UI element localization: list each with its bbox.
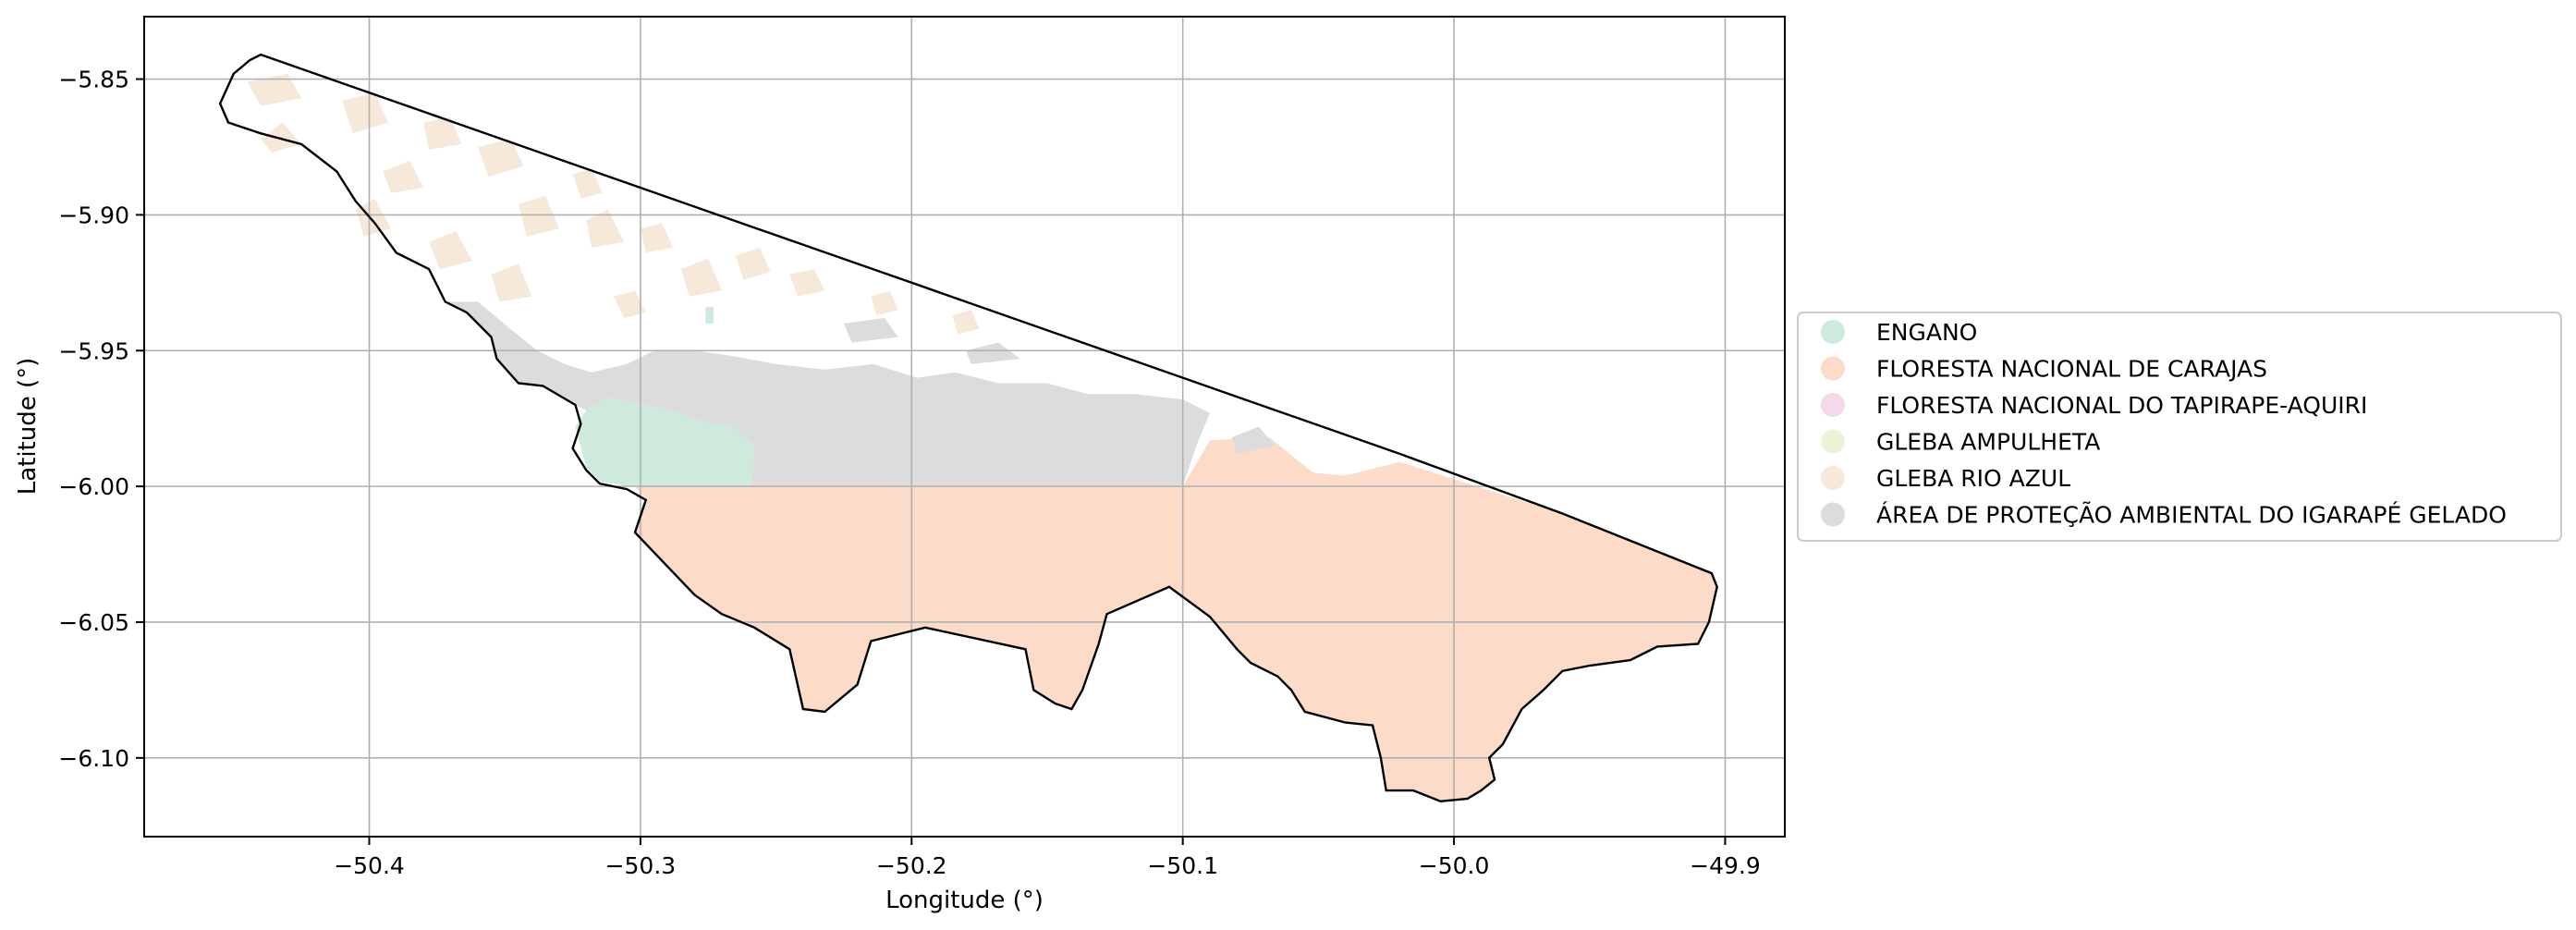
x-axis-label: Longitude (°) bbox=[885, 887, 1044, 914]
region-polygon bbox=[640, 223, 674, 253]
y-axis-label: Latitude (°) bbox=[14, 358, 42, 496]
region-area-de-protecao-ambiental-do-igarape-gelado bbox=[445, 301, 1276, 487]
legend-marker bbox=[1821, 393, 1845, 417]
region-polygon bbox=[247, 73, 302, 106]
legend-marker bbox=[1821, 429, 1845, 454]
region-polygon bbox=[705, 307, 714, 324]
y-tick-label: −6.00 bbox=[58, 473, 129, 500]
x-tick-label: −49.9 bbox=[1690, 852, 1761, 879]
region-polygon bbox=[518, 195, 559, 237]
x-axis-ticks: −50.4 −50.3 −50.2 −50.1 −50.0 −49.9 bbox=[334, 837, 1761, 879]
legend-item-floresta-nacional-do-tapirape-aquiri: FLORESTA NACIONAL DO TAPIRAPE-AQUIRI bbox=[1821, 392, 2367, 419]
x-tick-label: −50.3 bbox=[605, 852, 677, 879]
x-tick-label: −50.2 bbox=[876, 852, 947, 879]
legend-label: FLORESTA NACIONAL DO TAPIRAPE-AQUIRI bbox=[1876, 392, 2367, 419]
legend-item-engano: ENGANO bbox=[1821, 319, 1977, 346]
region-polygon bbox=[429, 231, 472, 270]
region-polygon bbox=[423, 116, 462, 150]
region-polygon bbox=[871, 290, 898, 316]
region-layer bbox=[247, 73, 1717, 802]
y-tick-label: −6.10 bbox=[58, 745, 129, 772]
legend-label: ÁREA DE PROTEÇÃO AMBIENTAL DO IGARAPÉ GE… bbox=[1876, 501, 2507, 529]
region-polygon bbox=[491, 263, 532, 302]
y-axis-ticks: −5.85 −5.90 −5.95 −6.00 −6.05 −6.10 bbox=[58, 67, 144, 772]
legend-item-gleba-ampulheta: GLEBA AMPULHETA bbox=[1821, 429, 2100, 456]
region-polygon bbox=[575, 397, 755, 487]
region-polygon bbox=[383, 160, 424, 193]
legend-item-floresta-nacional-de-carajas: FLORESTA NACIONAL DE CARAJAS bbox=[1821, 356, 2267, 383]
region-floresta-nacional-de-carajas bbox=[635, 437, 1717, 802]
y-tick-label: −6.05 bbox=[58, 609, 129, 636]
legend-marker bbox=[1821, 320, 1845, 344]
region-polygon bbox=[952, 310, 980, 335]
legend-marker bbox=[1821, 502, 1845, 527]
legend-item-area-de-protecao-ambiental-do-igarape-gelado: ÁREA DE PROTEÇÃO AMBIENTAL DO IGARAPÉ GE… bbox=[1821, 501, 2507, 529]
region-polygon bbox=[572, 168, 603, 199]
region-polygon bbox=[966, 342, 1020, 364]
region-polygon bbox=[355, 198, 391, 237]
region-polygon bbox=[445, 301, 1210, 487]
grid-lines bbox=[144, 17, 1785, 837]
region-gleba-rio-azul bbox=[247, 73, 980, 335]
legend-label: ENGANO bbox=[1876, 319, 1977, 346]
legend-marker bbox=[1821, 466, 1845, 490]
y-tick-label: −5.90 bbox=[58, 202, 129, 228]
x-tick-label: −50.1 bbox=[1147, 852, 1218, 879]
region-polygon bbox=[342, 92, 388, 134]
region-polygon bbox=[843, 318, 898, 343]
legend-frame bbox=[1797, 312, 2562, 542]
x-tick-label: −50.0 bbox=[1419, 852, 1490, 879]
region-polygon bbox=[789, 269, 825, 297]
region-polygon bbox=[613, 290, 646, 318]
x-tick-label: −50.4 bbox=[334, 852, 405, 879]
region-polygon bbox=[261, 122, 302, 153]
y-tick-label: −5.85 bbox=[58, 67, 129, 93]
region-polygon bbox=[735, 247, 771, 280]
region-polygon bbox=[680, 258, 722, 297]
region-polygon bbox=[635, 437, 1717, 802]
legend-label: FLORESTA NACIONAL DE CARAJAS bbox=[1876, 356, 2267, 383]
region-polygon bbox=[477, 139, 524, 177]
region-polygon bbox=[586, 209, 625, 248]
legend: ENGANO FLORESTA NACIONAL DE CARAJAS FLORES… bbox=[1797, 312, 2562, 542]
region-engano bbox=[575, 307, 755, 487]
legend-label: GLEBA RIO AZUL bbox=[1876, 465, 2070, 492]
region-polygon bbox=[1231, 426, 1276, 454]
legend-item-gleba-rio-azul: GLEBA RIO AZUL bbox=[1821, 465, 2070, 492]
plot-frame bbox=[143, 16, 1786, 838]
legend-marker bbox=[1821, 356, 1845, 381]
y-tick-label: −5.95 bbox=[58, 337, 129, 364]
plot-area: −50.4 −50.3 −50.2 −50.1 −50.0 −49.9 −5.85 −5.9… bbox=[58, 16, 1786, 879]
legend-label: GLEBA AMPULHETA bbox=[1876, 429, 2100, 456]
municipality-boundary bbox=[218, 53, 1718, 803]
